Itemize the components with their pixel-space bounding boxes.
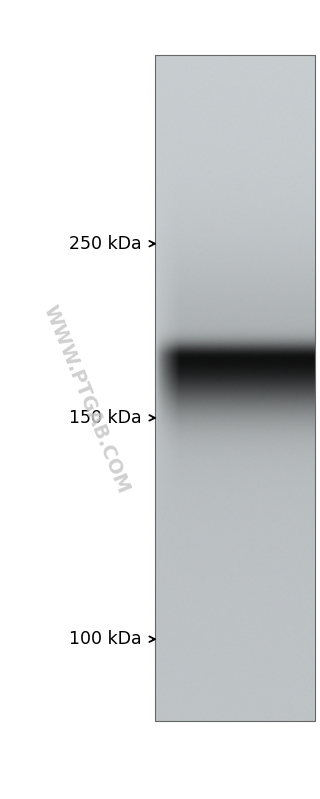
Text: 100 kDa: 100 kDa [69,630,142,648]
Text: WWW.PTGAB.COM: WWW.PTGAB.COM [40,303,133,496]
Bar [155,55,315,721]
Text: 150 kDa: 150 kDa [69,409,142,427]
Text: 250 kDa: 250 kDa [69,235,142,252]
